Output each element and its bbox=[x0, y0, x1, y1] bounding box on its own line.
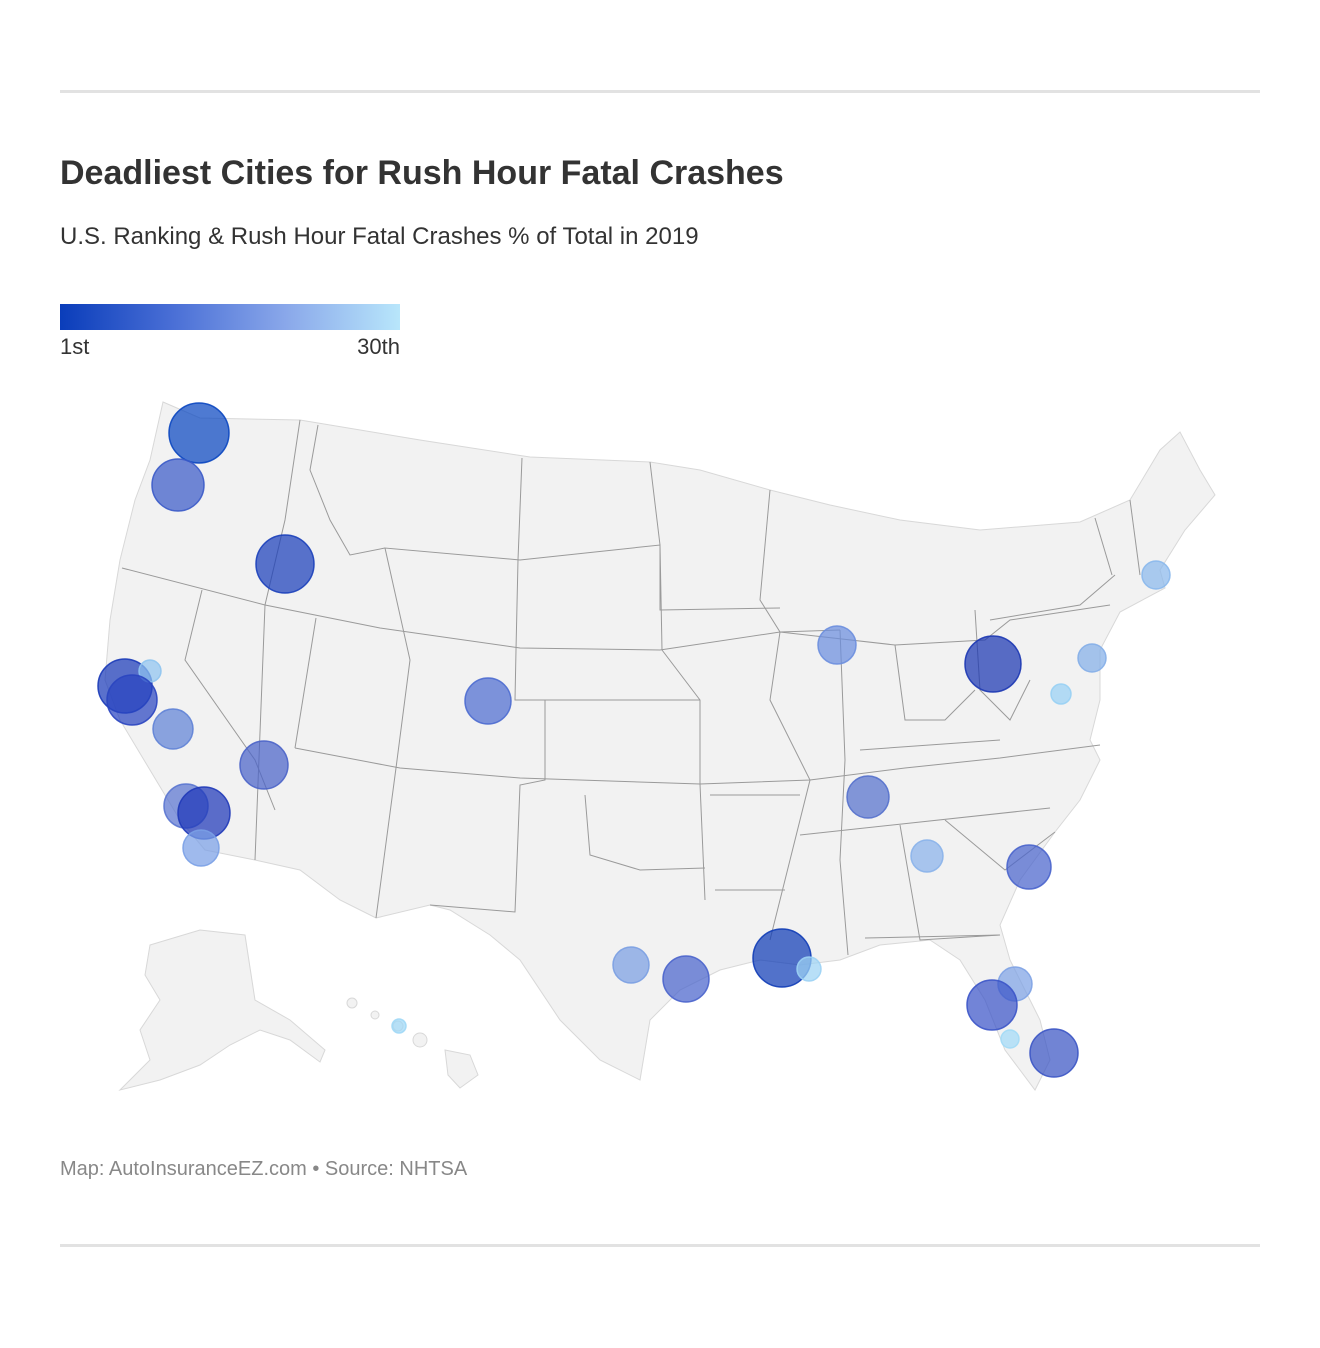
alaska-shape bbox=[118, 929, 326, 1091]
bottom-divider bbox=[60, 1244, 1260, 1247]
state-borders bbox=[121, 419, 1141, 956]
contiguous-us-shape bbox=[104, 401, 1216, 1091]
city-bubble[interactable] bbox=[796, 956, 822, 982]
city-bubble[interactable] bbox=[168, 402, 230, 464]
map-land bbox=[104, 401, 1216, 1091]
city-bubble[interactable] bbox=[152, 708, 194, 750]
chart-title: Deadliest Cities for Rush Hour Fatal Cra… bbox=[60, 154, 784, 192]
city-bubble[interactable] bbox=[106, 674, 158, 726]
city-bubble[interactable] bbox=[464, 677, 512, 725]
top-divider bbox=[60, 90, 1260, 93]
city-markers bbox=[97, 402, 1171, 1078]
city-bubble[interactable] bbox=[391, 1018, 407, 1034]
city-bubble[interactable] bbox=[1006, 844, 1052, 890]
city-bubble[interactable] bbox=[1077, 643, 1107, 673]
city-bubble[interactable] bbox=[1141, 560, 1171, 590]
hawaii-shape bbox=[346, 997, 479, 1089]
city-bubble[interactable] bbox=[1050, 683, 1072, 705]
city-bubble[interactable] bbox=[1000, 1029, 1020, 1049]
legend-min-label: 1st bbox=[60, 334, 90, 359]
city-bubble[interactable] bbox=[817, 625, 857, 665]
source-credit: Map: AutoInsuranceEZ.com • Source: NHTSA bbox=[60, 1158, 468, 1180]
city-bubble[interactable] bbox=[966, 979, 1018, 1031]
chart-subtitle: U.S. Ranking & Rush Hour Fatal Crashes %… bbox=[60, 223, 699, 250]
city-bubble[interactable] bbox=[151, 458, 205, 512]
city-bubble[interactable] bbox=[239, 740, 289, 790]
city-bubble[interactable] bbox=[255, 534, 315, 594]
city-bubble[interactable] bbox=[612, 946, 650, 984]
legend-max-label: 30th bbox=[357, 334, 400, 359]
city-bubble[interactable] bbox=[846, 775, 890, 819]
city-bubble[interactable] bbox=[182, 829, 220, 867]
us-map bbox=[97, 401, 1216, 1091]
color-legend: 1st 30th bbox=[60, 304, 400, 360]
city-bubble[interactable] bbox=[1029, 1028, 1079, 1078]
city-bubble[interactable] bbox=[910, 839, 944, 873]
city-bubble[interactable] bbox=[964, 635, 1022, 693]
legend-gradient-bar bbox=[60, 304, 400, 330]
city-bubble[interactable] bbox=[662, 955, 710, 1003]
